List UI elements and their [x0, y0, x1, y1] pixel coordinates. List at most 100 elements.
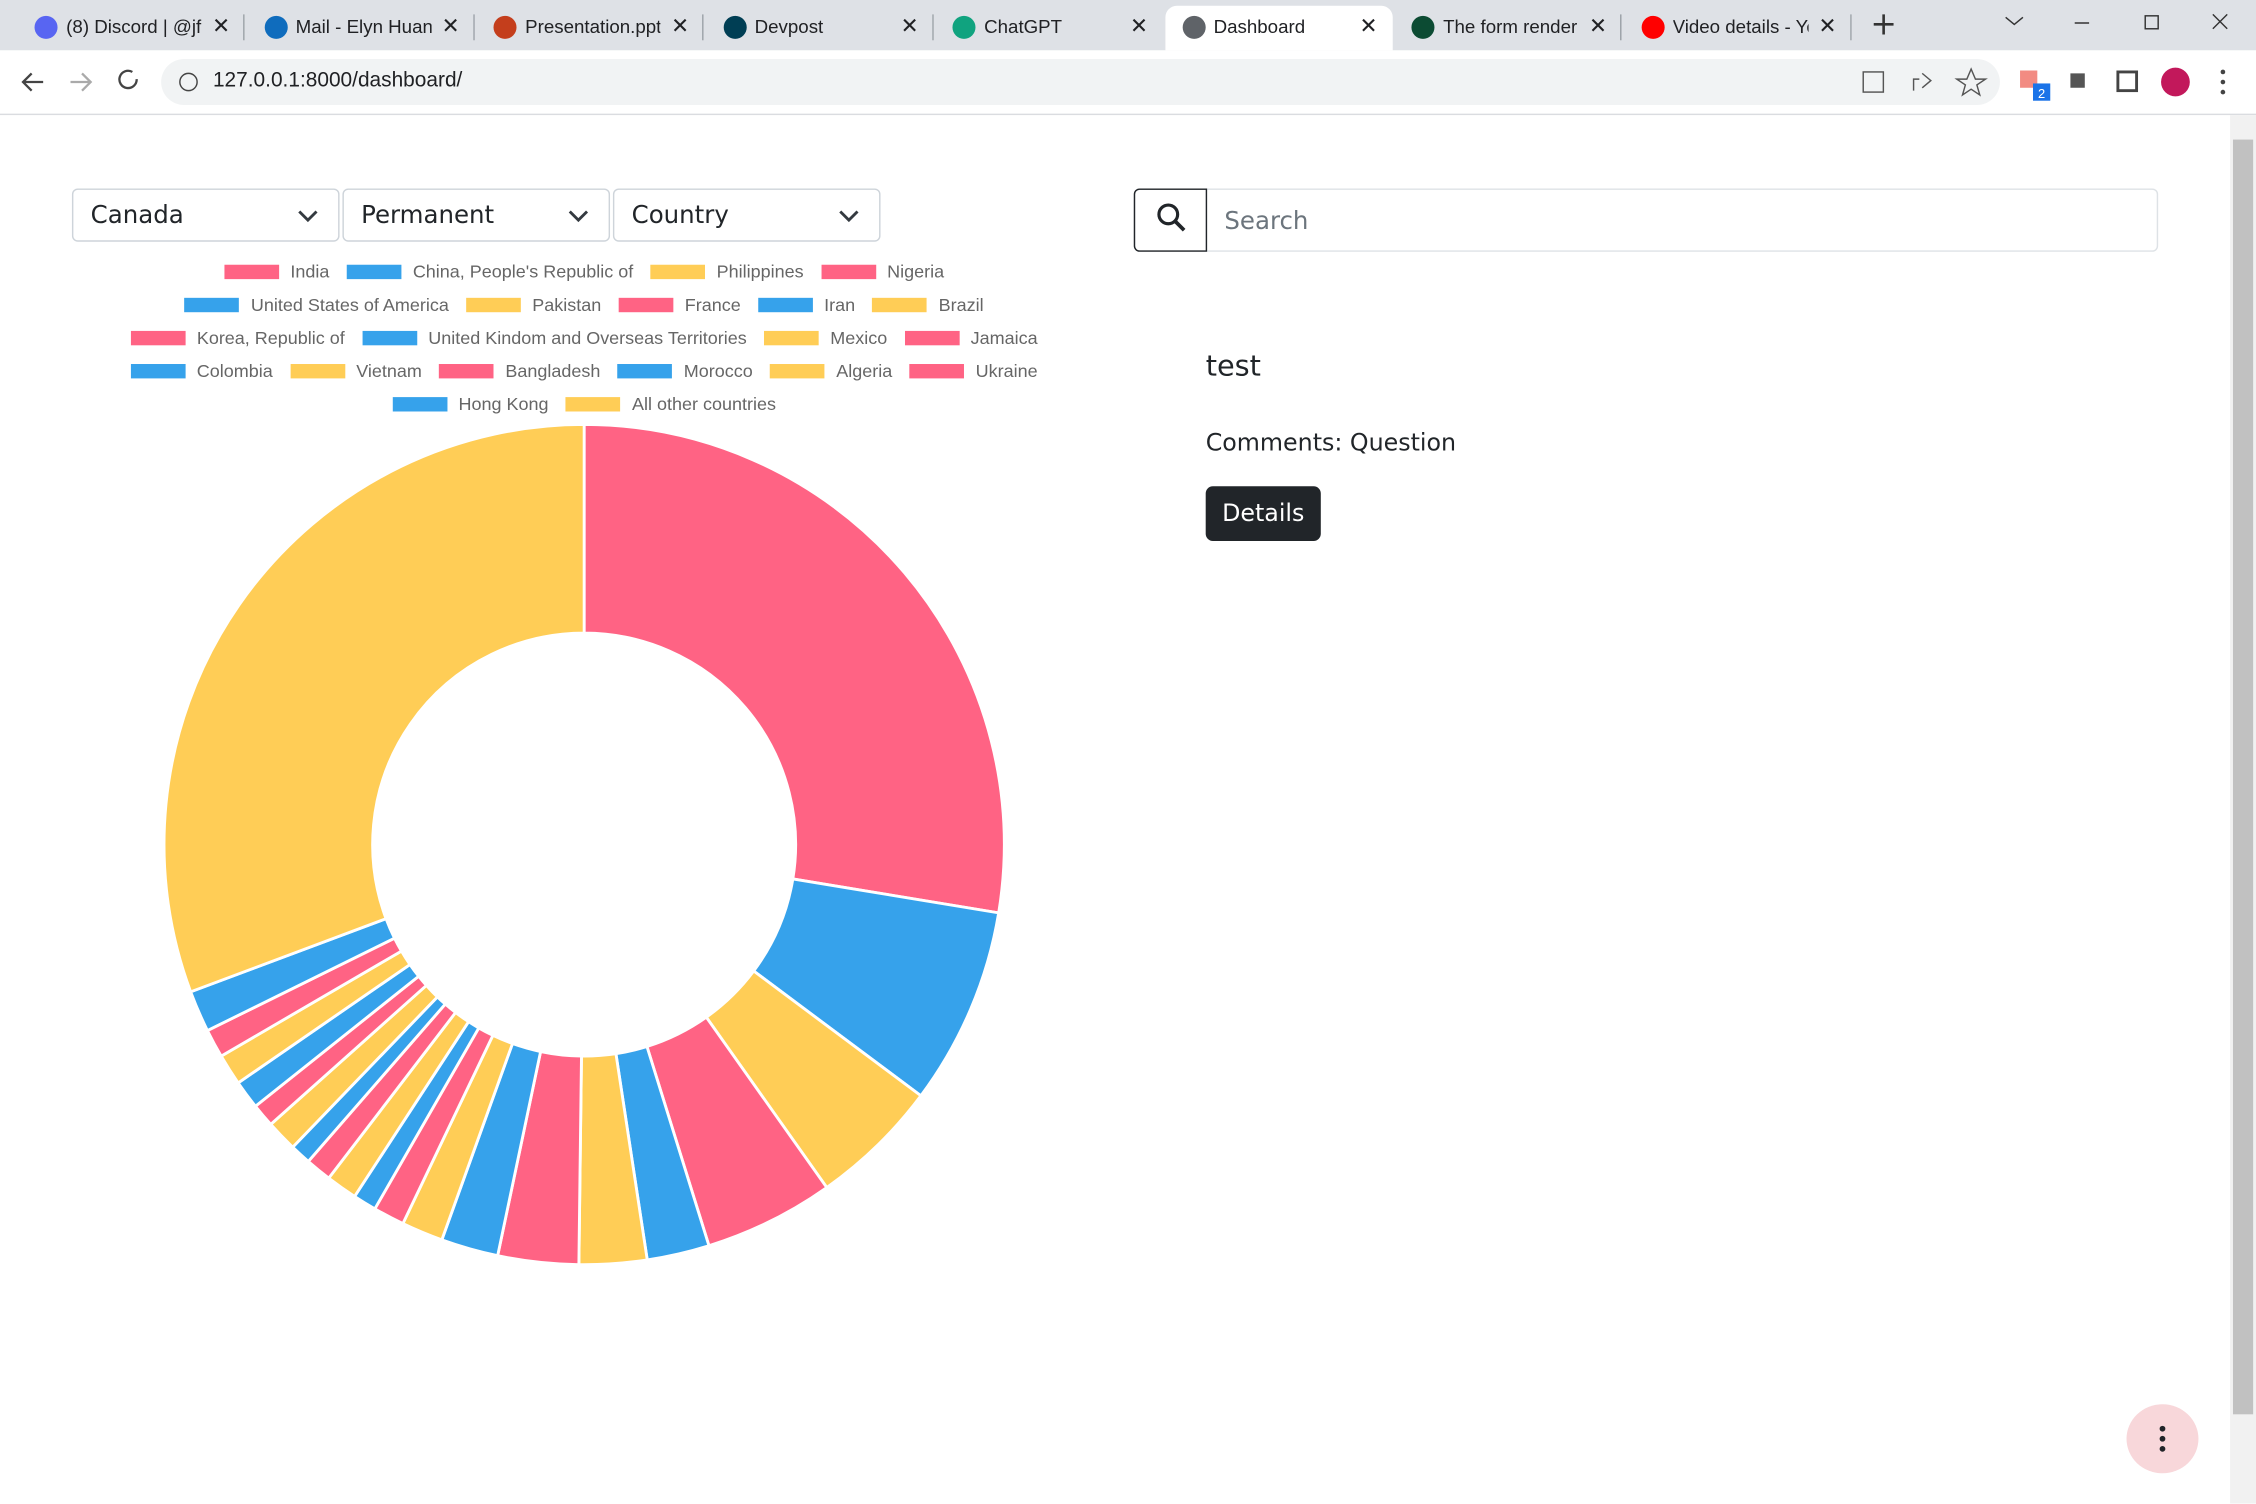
legend-item[interactable]: Philippines — [650, 261, 804, 281]
legend-label: United Kindom and Overseas Territories — [428, 327, 747, 348]
chevron — [839, 210, 859, 223]
bookmark[interactable] — [1954, 67, 1988, 97]
legend-item[interactable]: France — [618, 294, 741, 314]
legend-item[interactable]: Vietnam — [290, 360, 422, 381]
tab[interactable]: ChatGPT ✕ — [935, 6, 1162, 51]
omnibox[interactable] — [161, 58, 2000, 106]
legend-item[interactable]: Jamaica — [904, 327, 1038, 347]
tab-close[interactable]: ✕ — [441, 14, 460, 39]
tab-search[interactable] — [2005, 16, 2024, 26]
legend-swatch — [130, 363, 186, 378]
tab-icon — [264, 15, 288, 39]
tab[interactable]: Mail - Elyn Huang ✕ — [247, 6, 475, 51]
details-button[interactable]: Details — [1205, 486, 1321, 541]
restore[interactable] — [2144, 15, 2159, 30]
legend-swatch — [392, 396, 448, 411]
new-tab[interactable]: + — [1870, 7, 1897, 44]
legend-item[interactable]: China, People's Republic of — [346, 261, 633, 281]
tab-close[interactable]: ✕ — [900, 14, 919, 39]
legend-item[interactable]: All other countries — [565, 394, 776, 414]
legend-label: United States of America — [250, 294, 449, 315]
doughnut-slice[interactable] — [582, 423, 1006, 915]
tab-separator — [1849, 14, 1851, 41]
doughnut-slice[interactable] — [162, 422, 586, 994]
search-button[interactable] — [1133, 188, 1208, 252]
tab-icon — [1411, 15, 1435, 39]
tab-icon — [722, 15, 747, 39]
legend-item[interactable]: Bangladesh — [439, 360, 601, 381]
side-panel[interactable] — [2116, 70, 2139, 93]
legend-label: Iran — [824, 294, 856, 315]
menu[interactable] — [2220, 89, 2226, 95]
legend-item[interactable]: Hong Kong — [392, 394, 549, 414]
tab-close[interactable]: ✕ — [1359, 14, 1378, 39]
card-title: test — [1205, 348, 1261, 383]
legend-item[interactable]: United Kindom and Overseas Territories — [362, 327, 747, 347]
profile[interactable] — [2161, 67, 2190, 97]
legend-row: Korea, Republic of United Kindom and Over… — [72, 321, 1096, 354]
tab[interactable]: The form renderi ✕ — [1394, 6, 1622, 51]
select[interactable]: Canada — [71, 188, 340, 242]
tab-title: Video details - Yo — [1672, 15, 1808, 38]
tab[interactable]: Devpost ✕ — [706, 6, 934, 51]
url[interactable]: 127.0.0.1:8000/dashboard/ — [212, 69, 463, 93]
select-value: Permanent — [361, 201, 495, 231]
select-value: Canada — [90, 201, 184, 231]
tab-separator — [1620, 14, 1622, 41]
extensions[interactable] — [2070, 73, 2085, 88]
select[interactable]: Permanent — [342, 188, 611, 242]
legend-label: Bangladesh — [505, 360, 601, 381]
legend-row: Hong Kong All other countries — [72, 387, 1096, 420]
legend-label: Mexico — [830, 327, 888, 348]
legend-swatch — [618, 297, 674, 312]
close[interactable] — [2212, 13, 2228, 30]
legend-label: Ukraine — [975, 360, 1038, 381]
translate[interactable] — [1862, 71, 1885, 93]
legend-item[interactable]: India — [224, 261, 329, 281]
tab[interactable]: (8) Discord | @jfr ✕ — [17, 6, 245, 51]
tab-title: Devpost — [754, 15, 824, 38]
fab[interactable] — [2126, 1404, 2199, 1474]
select[interactable]: Country — [612, 188, 881, 242]
legend-item[interactable]: Mexico — [764, 327, 887, 347]
legend-label: Brazil — [938, 294, 984, 315]
legend-item[interactable]: Colombia — [130, 360, 273, 381]
legend-item[interactable]: United States of America — [184, 294, 449, 315]
legend-swatch — [130, 330, 186, 345]
tab-close[interactable]: ✕ — [1130, 14, 1149, 39]
tab[interactable]: Presentation.ppt ✕ — [476, 6, 704, 51]
scrollbar-thumb[interactable] — [2232, 139, 2254, 1415]
legend-item[interactable]: Algeria — [770, 360, 892, 381]
legend-item[interactable]: Ukraine — [909, 360, 1038, 381]
tab[interactable]: Dashboard ✕ — [1164, 5, 1393, 51]
tab-icon — [1640, 15, 1664, 39]
legend-item[interactable]: Pakistan — [466, 294, 601, 314]
legend-label: Korea, Republic of — [196, 327, 345, 348]
tab-title: Mail - Elyn Huang — [295, 15, 431, 38]
legend-item[interactable]: Brazil — [872, 294, 984, 315]
chevron-path — [568, 210, 589, 223]
tab-close[interactable]: ✕ — [212, 14, 231, 39]
legend-label: Colombia — [196, 360, 273, 381]
toolbar-icons: 2 — [21, 58, 2226, 106]
reload[interactable] — [118, 69, 138, 90]
share[interactable] — [1912, 72, 1932, 91]
tab-close[interactable]: ✕ — [671, 14, 690, 39]
tab-close[interactable]: ✕ — [1589, 14, 1608, 39]
legend-item[interactable]: Iran — [757, 294, 856, 315]
search-input[interactable]: Search — [1224, 207, 1309, 236]
legend-item[interactable]: Nigeria — [820, 261, 944, 281]
legend-label: India — [290, 261, 330, 282]
legend-swatch — [290, 363, 345, 378]
site-info[interactable] — [179, 72, 198, 92]
tab-close[interactable]: ✕ — [1818, 14, 1837, 39]
tab-separator — [931, 14, 934, 41]
tab[interactable]: Video details - Yo ✕ — [1624, 6, 1851, 51]
back[interactable] — [21, 72, 44, 92]
legend-swatch — [224, 264, 279, 279]
card-comments: Comments: Question — [1205, 428, 1457, 457]
legend-item[interactable]: Morocco — [617, 360, 753, 381]
legend-item[interactable]: Korea, Republic of — [130, 327, 345, 348]
forward[interactable] — [70, 72, 93, 92]
